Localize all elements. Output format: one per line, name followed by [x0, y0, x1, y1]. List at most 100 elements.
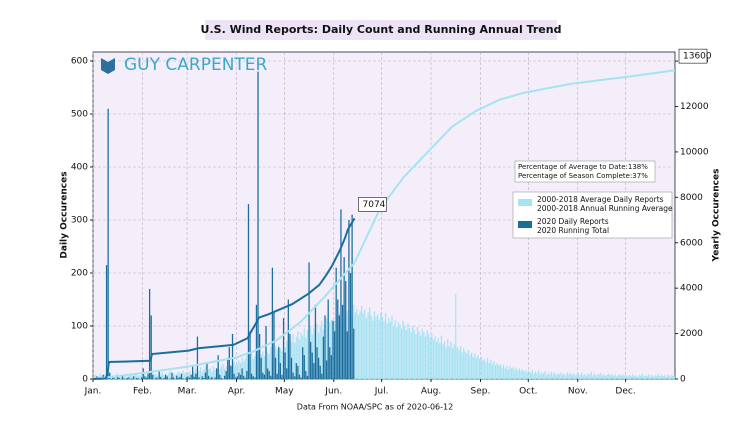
bar: [624, 375, 626, 379]
bar: [483, 358, 486, 379]
bar: [346, 331, 348, 379]
bar: [616, 376, 618, 379]
bar: [171, 372, 173, 379]
bar: [105, 265, 108, 379]
bar: [313, 328, 315, 379]
bar: [648, 374, 650, 379]
title-box: [205, 20, 557, 40]
bar: [201, 372, 203, 379]
y-tick-label: 0: [82, 375, 88, 385]
bar: [520, 371, 522, 379]
bar: [223, 368, 226, 379]
bar: [273, 312, 275, 379]
bar: [609, 375, 612, 379]
bar: [172, 377, 175, 379]
bar: [579, 374, 581, 379]
bar: [549, 374, 551, 379]
bar: [354, 312, 356, 379]
x-tick-label: Jan.: [84, 387, 102, 397]
bar: [321, 320, 323, 379]
bar: [523, 371, 525, 379]
logo: GUY CARPENTER: [101, 55, 268, 75]
bar: [164, 374, 167, 379]
bar: [204, 365, 207, 379]
bar: [128, 377, 130, 379]
bar: [494, 365, 497, 379]
bar: [459, 346, 462, 379]
bar: [515, 367, 517, 379]
bar: [429, 337, 431, 379]
y-tick-label: 300: [71, 216, 88, 226]
bar: [485, 362, 487, 379]
bar: [396, 327, 398, 379]
bar: [123, 378, 125, 379]
bar: [185, 372, 187, 379]
bar: [605, 375, 607, 379]
bar: [310, 341, 312, 379]
x-tick-label: Feb.: [133, 387, 152, 397]
bar: [356, 309, 358, 379]
bar: [294, 376, 296, 379]
bar: [507, 369, 510, 379]
bar: [474, 353, 476, 379]
bar: [458, 349, 460, 379]
bar: [553, 372, 556, 379]
end-label-box: [358, 197, 387, 212]
bar: [359, 311, 361, 379]
bar: [373, 311, 376, 379]
bar: [659, 376, 661, 379]
bar: [319, 365, 321, 379]
bar: [345, 280, 347, 379]
bar: [587, 373, 589, 379]
bar: [254, 355, 256, 379]
bar: [134, 374, 136, 379]
bar: [338, 315, 340, 379]
bar: [367, 312, 369, 379]
bar: [176, 375, 178, 379]
bar: [635, 375, 637, 379]
annotation-box: [514, 160, 656, 183]
bar: [378, 319, 380, 379]
bar: [298, 339, 301, 379]
bar: [303, 355, 305, 379]
bar: [608, 373, 610, 379]
bar: [496, 363, 498, 379]
legend: [512, 191, 673, 239]
bar: [289, 333, 291, 379]
brand: GUY CARPENTER: [124, 55, 268, 75]
bar: [633, 376, 635, 379]
legend-label: 2000-2018 Annual Running Average: [537, 204, 673, 213]
bar: [364, 310, 366, 379]
bar: [617, 375, 620, 379]
bar: [525, 369, 527, 379]
bar: [435, 341, 438, 379]
x-tick-label: Jun.: [324, 387, 342, 397]
bar: [203, 377, 205, 379]
bar: [467, 349, 470, 379]
bar: [614, 374, 616, 379]
bar: [447, 339, 449, 379]
bar: [557, 373, 559, 379]
bar: [185, 377, 187, 379]
bar: [169, 378, 171, 379]
bar: [536, 373, 538, 379]
bar: [179, 376, 181, 379]
bar: [241, 368, 243, 379]
bar: [440, 335, 443, 379]
bar: [362, 313, 364, 379]
bar: [140, 374, 143, 379]
bar: [598, 374, 600, 379]
bar: [657, 373, 659, 379]
bar: [415, 333, 417, 379]
bar: [287, 299, 289, 379]
bar: [628, 374, 631, 379]
y-tick-label: 100: [71, 322, 88, 332]
bar: [298, 374, 301, 379]
bar: [150, 315, 152, 379]
bar: [383, 320, 385, 379]
bar: [212, 366, 215, 379]
bar: [265, 326, 267, 379]
bar: [93, 376, 95, 379]
bar: [552, 373, 554, 379]
